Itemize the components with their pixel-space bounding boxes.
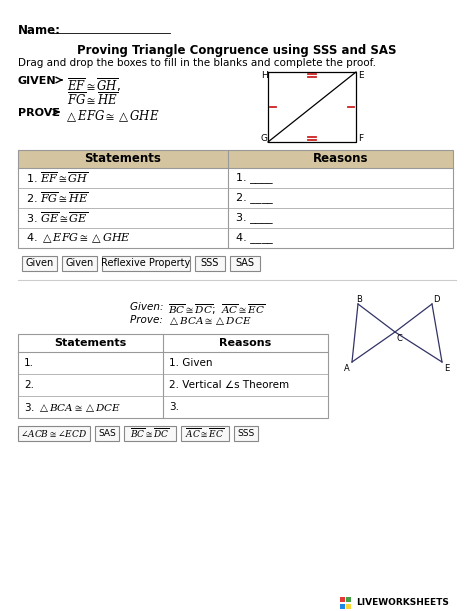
Text: F: F xyxy=(358,134,363,143)
Text: LIVEWORKSHEETS: LIVEWORKSHEETS xyxy=(356,598,449,607)
Bar xyxy=(346,604,352,609)
Text: 2. ____: 2. ____ xyxy=(236,192,273,203)
Text: 1. Given: 1. Given xyxy=(169,358,212,368)
Bar xyxy=(234,426,258,441)
Text: D: D xyxy=(433,295,439,304)
Text: Given: Given xyxy=(65,258,94,268)
Text: Statements: Statements xyxy=(55,338,127,348)
Bar xyxy=(230,256,260,271)
Text: Reflexive Property: Reflexive Property xyxy=(101,258,191,268)
Text: GIVEN: GIVEN xyxy=(18,76,56,86)
Bar xyxy=(195,256,225,271)
Text: $\overline{BC} \cong \overline{DC}$: $\overline{BC} \cong \overline{DC}$ xyxy=(130,426,170,441)
Text: 4. ____: 4. ____ xyxy=(236,233,273,243)
Text: 3.: 3. xyxy=(169,402,179,412)
Text: Name:: Name: xyxy=(18,24,61,37)
Text: Prove:: Prove: xyxy=(130,315,169,325)
Text: Reasons: Reasons xyxy=(313,153,368,166)
Text: H: H xyxy=(261,71,268,80)
Text: 3. $\triangle BCA \cong \triangle DCE$: 3. $\triangle BCA \cong \triangle DCE$ xyxy=(24,400,121,414)
Bar xyxy=(18,150,453,248)
Bar xyxy=(124,426,176,441)
Text: G: G xyxy=(261,134,268,143)
Text: 2. $\overline{FG} \cong \overline{HE}$: 2. $\overline{FG} \cong \overline{HE}$ xyxy=(26,191,89,205)
Text: PROVE: PROVE xyxy=(18,108,60,118)
Text: 1.: 1. xyxy=(24,358,34,368)
Text: Drag and drop the boxes to fill in the blanks and complete the proof.: Drag and drop the boxes to fill in the b… xyxy=(18,58,376,68)
Text: 1. $\overline{EF} \cong \overline{GH}$: 1. $\overline{EF} \cong \overline{GH}$ xyxy=(26,170,89,185)
Text: 3. ____: 3. ____ xyxy=(236,213,273,224)
Text: Given: Given xyxy=(26,258,54,268)
Text: 2.: 2. xyxy=(24,380,34,390)
Text: $\overline{AC} \cong \overline{EC}$: $\overline{AC} \cong \overline{EC}$ xyxy=(185,426,225,441)
Text: E: E xyxy=(358,71,364,80)
Text: SAS: SAS xyxy=(98,429,116,438)
Bar xyxy=(340,604,345,609)
Bar xyxy=(18,150,453,168)
Bar xyxy=(340,597,345,602)
Text: C: C xyxy=(397,334,403,343)
Text: 2. Vertical ∠s Theorem: 2. Vertical ∠s Theorem xyxy=(169,380,289,390)
Bar xyxy=(62,256,97,271)
Text: 4. $\triangle EFG \cong \triangle GHE$: 4. $\triangle EFG \cong \triangle GHE$ xyxy=(26,232,131,245)
Text: $\overline{FG} \cong \overline{HE}$: $\overline{FG} \cong \overline{HE}$ xyxy=(67,91,118,108)
Text: Given:: Given: xyxy=(130,302,170,312)
Bar xyxy=(18,426,90,441)
Text: E: E xyxy=(444,364,449,373)
Text: $\angle ACB \cong \angle ECD$: $\angle ACB \cong \angle ECD$ xyxy=(20,428,88,439)
Text: A: A xyxy=(344,364,350,373)
Text: Reasons: Reasons xyxy=(219,338,272,348)
Bar xyxy=(95,426,119,441)
Text: SSS: SSS xyxy=(237,429,255,438)
Text: 3. $\overline{GE} \cong \overline{GE}$: 3. $\overline{GE} \cong \overline{GE}$ xyxy=(26,211,88,225)
Text: $\triangle BCA \cong \triangle DCE$: $\triangle BCA \cong \triangle DCE$ xyxy=(168,315,252,327)
Text: SSS: SSS xyxy=(201,258,219,268)
Bar xyxy=(346,597,352,602)
Text: 1. ____: 1. ____ xyxy=(236,172,273,183)
Text: $\triangle EFG \cong \triangle GHE$: $\triangle EFG \cong \triangle GHE$ xyxy=(64,108,160,123)
Bar xyxy=(22,256,57,271)
Bar xyxy=(102,256,190,271)
Text: $\overline{BC} \cong \overline{DC}$;  $\overline{AC} \cong \overline{EC}$: $\overline{BC} \cong \overline{DC}$; $\o… xyxy=(168,302,265,316)
Text: B: B xyxy=(356,295,362,304)
Bar xyxy=(181,426,229,441)
Text: Proving Triangle Congruence using SSS and SAS: Proving Triangle Congruence using SSS an… xyxy=(77,44,397,57)
Text: $\overline{EF} \cong \overline{GH}$,: $\overline{EF} \cong \overline{GH}$, xyxy=(67,76,121,94)
Text: SAS: SAS xyxy=(236,258,255,268)
Bar xyxy=(18,334,328,418)
Text: Statements: Statements xyxy=(84,153,162,166)
